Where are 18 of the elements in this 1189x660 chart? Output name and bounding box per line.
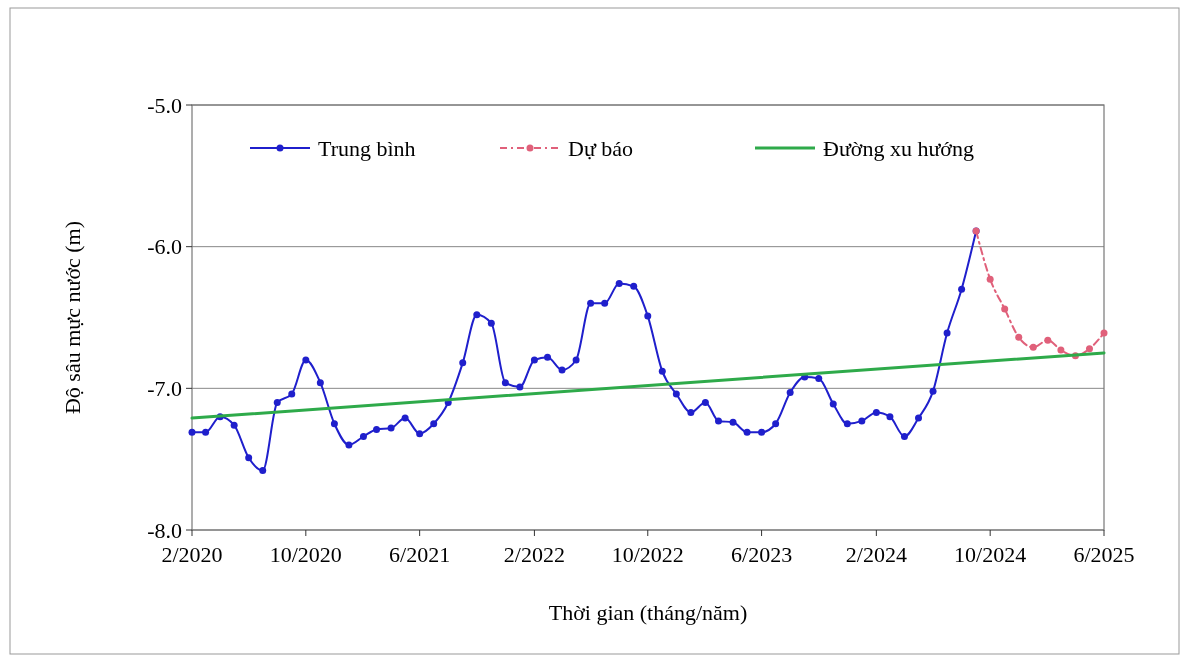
- x-tick-label: 6/2021: [389, 542, 451, 567]
- x-tick-label: 6/2023: [731, 542, 793, 567]
- x-tick-label: 6/2025: [1073, 542, 1135, 567]
- legend-label: Đường xu hướng: [823, 135, 975, 161]
- y-tick-label: -6.0: [147, 234, 182, 260]
- x-tick-label: 2/2024: [845, 542, 907, 567]
- x-axis-title: Thời gian (tháng/năm): [548, 600, 748, 625]
- y-axis-title: Độ sâu mực nước (m): [60, 220, 85, 415]
- y-tick-label: -7.0: [147, 376, 182, 402]
- x-tick-label: 10/2022: [611, 542, 684, 567]
- x-tick-label: 10/2024: [954, 542, 1027, 567]
- legend-label: Dự báo: [568, 135, 634, 161]
- legend-label: Trung bình: [318, 135, 416, 161]
- x-tick-label: 10/2020: [269, 542, 342, 567]
- y-tick-label: -8.0: [147, 517, 182, 543]
- y-tick-label: -5.0: [147, 92, 182, 118]
- x-tick-label: 2/2022: [503, 542, 565, 567]
- x-tick-label: 2/2020: [161, 542, 223, 567]
